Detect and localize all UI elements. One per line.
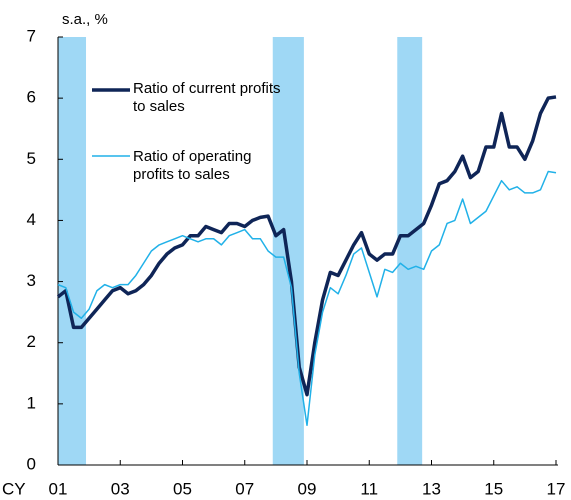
- shaded-period: [397, 37, 423, 465]
- y-tick-label: 1: [27, 393, 36, 412]
- x-tick-label: 17: [547, 479, 566, 498]
- x-tick-label: 01: [49, 479, 68, 498]
- x-tick-label: 05: [173, 479, 192, 498]
- y-tick-label: 3: [27, 271, 36, 290]
- x-tick-label: 07: [235, 479, 254, 498]
- y-tick-label: 4: [27, 210, 36, 229]
- legend-label: Ratio of operating profits to sales: [133, 148, 252, 183]
- x-tick-label: 03: [111, 479, 130, 498]
- legend-label: Ratio of current profits to sales: [133, 80, 281, 115]
- y-tick-label: 0: [27, 454, 36, 473]
- y-tick-label: 5: [27, 149, 36, 168]
- y-axis-label: s.a., %: [62, 11, 108, 28]
- x-tick-label: 11: [360, 479, 378, 498]
- y-tick-label: 6: [27, 88, 36, 107]
- x-tick-label: 15: [484, 479, 503, 498]
- shaded-period: [58, 37, 87, 465]
- x-tick-label: 13: [422, 479, 441, 498]
- y-tick-label: 2: [27, 332, 36, 351]
- series-line: [56, 95, 557, 397]
- x-axis-label: CY: [2, 479, 26, 498]
- y-tick-label: 7: [27, 26, 36, 45]
- series-line: [57, 170, 557, 427]
- x-tick-label: 09: [298, 479, 317, 498]
